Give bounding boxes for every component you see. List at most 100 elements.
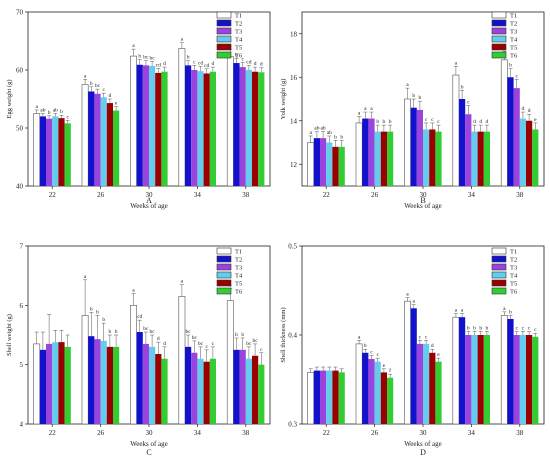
- bar-T6: [64, 123, 71, 186]
- bar-T6: [435, 361, 442, 424]
- significance-letter: a: [84, 73, 87, 79]
- significance-letter: bc: [143, 326, 149, 332]
- legend-swatch-T4: [216, 35, 232, 43]
- bar-T4: [149, 346, 156, 424]
- significance-letter: b: [90, 81, 93, 87]
- significance-letter: c: [437, 119, 440, 125]
- bar-T6: [387, 131, 394, 186]
- bar-T5: [58, 118, 65, 186]
- significance-letter: e: [534, 117, 537, 123]
- bar-T3: [513, 335, 520, 424]
- legend-label: T1: [510, 13, 517, 20]
- y-tick-label: 7: [20, 243, 24, 251]
- bar-T2: [233, 63, 240, 186]
- significance-letter: b: [187, 55, 190, 61]
- significance-letter: ab: [320, 126, 325, 132]
- bar-T2: [459, 317, 466, 424]
- bar-T1: [355, 122, 363, 187]
- bar-T4: [423, 129, 430, 186]
- legend-swatch-T1: [216, 247, 232, 255]
- significance-letter: b: [467, 325, 470, 331]
- bar-T1: [307, 372, 315, 425]
- bar-T6: [435, 131, 442, 186]
- significance-letter: a: [455, 60, 458, 66]
- bar-T4: [326, 370, 333, 424]
- significance-letter: c: [212, 341, 215, 347]
- bar-T6: [161, 71, 168, 186]
- panel-letter: A: [146, 196, 152, 205]
- significance-letter: c: [467, 100, 470, 106]
- significance-letter: b: [334, 134, 337, 140]
- bar-T4: [100, 340, 107, 424]
- significance-letter: d: [431, 343, 434, 349]
- legend-swatch-T5: [216, 279, 232, 287]
- significance-letter: a: [370, 106, 373, 112]
- y-tick-label: 16: [290, 74, 298, 82]
- legend-label: T4: [235, 37, 243, 44]
- y-tick-label: 40: [16, 183, 24, 191]
- legend-swatch-T4: [216, 271, 232, 279]
- bar-T1: [452, 316, 460, 425]
- y-tick-label: 0.5: [288, 243, 297, 251]
- legend-swatch-T6: [491, 51, 507, 59]
- significance-letter: b: [48, 110, 51, 116]
- bar-T5: [477, 131, 484, 186]
- bar-T3: [320, 138, 327, 186]
- significance-letter: bc: [185, 329, 191, 335]
- significance-letter: c: [370, 349, 373, 355]
- significance-letter: a: [181, 37, 184, 43]
- bar-T5: [526, 120, 533, 186]
- legend-swatch-T6: [216, 287, 232, 295]
- bar-T6: [209, 358, 216, 424]
- bar-T4: [52, 342, 59, 424]
- bar-T4: [374, 131, 381, 186]
- significance-letter: e: [383, 363, 386, 369]
- bar-T6: [338, 146, 345, 186]
- significance-letter: a: [132, 43, 135, 49]
- x-tick-label: 22: [49, 429, 57, 437]
- y-tick-label: 6: [20, 302, 24, 310]
- y-tick-label: 12: [290, 161, 298, 169]
- significance-letter: cd: [246, 59, 251, 65]
- bar-T3: [94, 339, 101, 424]
- bar-T5: [155, 353, 162, 424]
- bar-T4: [423, 343, 430, 424]
- bar-T3: [465, 114, 472, 186]
- legend-label: T6: [510, 53, 518, 60]
- significance-letter: ab: [314, 126, 319, 132]
- significance-letter: b: [138, 54, 141, 60]
- significance-letter: c: [534, 327, 537, 333]
- significance-letter: ab: [53, 108, 58, 114]
- significance-letter: b: [115, 329, 118, 335]
- legend-label: T5: [510, 45, 517, 52]
- bar-T6: [161, 358, 168, 424]
- significance-letter: b: [461, 84, 464, 90]
- x-tick-label: 22: [323, 191, 331, 199]
- bar-T6: [387, 377, 394, 424]
- significance-letter: b: [389, 119, 392, 125]
- bar-T5: [332, 370, 339, 424]
- x-tick-label: 38: [516, 429, 524, 437]
- significance-letter: c: [431, 117, 434, 123]
- significance-letter: c: [66, 114, 69, 120]
- y-tick-label: 0.3: [288, 421, 297, 429]
- bar-T4: [245, 70, 252, 186]
- significance-letter: bc: [252, 338, 258, 344]
- significance-letter: bc: [95, 83, 101, 89]
- bar-T4: [149, 65, 156, 186]
- y-axis-label: Shell weight (g): [6, 314, 13, 356]
- bar-T3: [465, 335, 472, 424]
- x-tick-label: 30: [420, 191, 428, 199]
- bar-T2: [313, 138, 320, 186]
- significance-letter: a: [503, 306, 506, 312]
- panel-letter: D: [420, 448, 426, 457]
- significance-letter: c: [425, 334, 428, 340]
- bar-T3: [191, 352, 198, 424]
- bar-T5: [252, 71, 259, 186]
- bar-T6: [483, 335, 490, 424]
- x-tick-label: 22: [323, 429, 331, 437]
- significance-letter: c: [102, 87, 105, 93]
- bar-T3: [191, 70, 198, 186]
- legend-label: T4: [510, 37, 518, 44]
